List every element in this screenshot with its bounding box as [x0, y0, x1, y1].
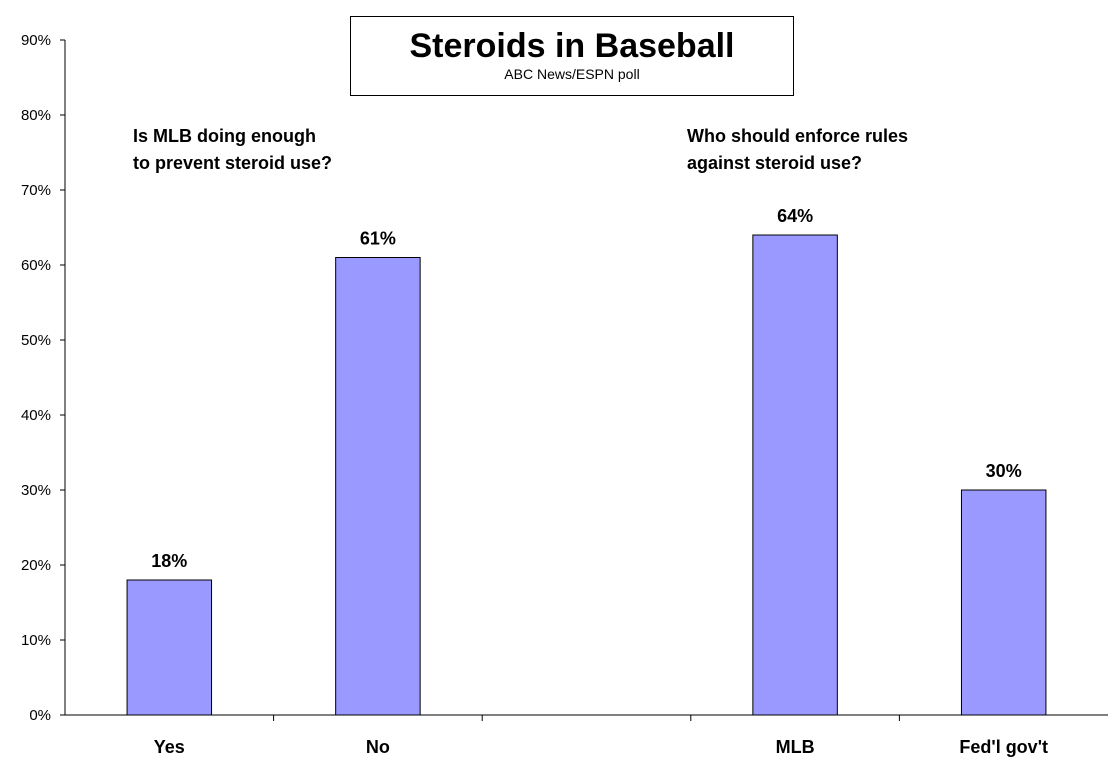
bars — [126, 234, 1047, 716]
annotation-right-line-2: against steroid use? — [687, 153, 863, 173]
annotation-left-line-2: to prevent steroid use? — [133, 153, 333, 173]
data-label: 64% — [777, 206, 813, 226]
x-tick-label: MLB — [776, 737, 815, 757]
x-tick-label: No — [366, 737, 390, 757]
data-label: 61% — [360, 229, 396, 249]
labels: 18% Yes 61% No 64% MLB 30% Fed'l gov't — [151, 206, 1048, 757]
y-tick-label: 10% — [21, 632, 51, 649]
annotation-right: Who should enforce rules against steroid… — [687, 123, 908, 177]
y-tick-label: 80% — [21, 107, 51, 124]
y-tick-label: 30% — [21, 482, 51, 499]
bar — [752, 234, 838, 716]
y-tick-label: 60% — [21, 257, 51, 274]
chart-title: Steroids in Baseball — [409, 27, 735, 65]
y-tick-label: 70% — [21, 182, 51, 199]
y-tick-label: 20% — [21, 557, 51, 574]
annotation-left-line-1: Is MLB doing enough — [133, 126, 316, 146]
x-tick-label: Fed'l gov't — [959, 737, 1048, 757]
y-tick-label: 40% — [21, 407, 51, 424]
title-box: Steroids in Baseball ABC News/ESPN poll — [350, 16, 794, 96]
annotation-right-line-1: Who should enforce rules — [687, 126, 909, 146]
data-label: 30% — [986, 461, 1022, 481]
bar — [126, 579, 213, 716]
axes: 0% 10% 20% 30% 40% 50% 60% 70% 80% 90% — [21, 32, 1108, 724]
y-tick-label: 0% — [29, 707, 51, 724]
y-tick-label: 90% — [21, 32, 51, 49]
data-label: 18% — [151, 551, 187, 571]
bar — [960, 489, 1047, 716]
annotation-left: Is MLB doing enough to prevent steroid u… — [133, 123, 332, 177]
y-tick-label: 50% — [21, 332, 51, 349]
x-tick-label: Yes — [154, 737, 185, 757]
chart-subtitle: ABC News/ESPN poll — [504, 66, 640, 82]
bar — [335, 257, 421, 716]
